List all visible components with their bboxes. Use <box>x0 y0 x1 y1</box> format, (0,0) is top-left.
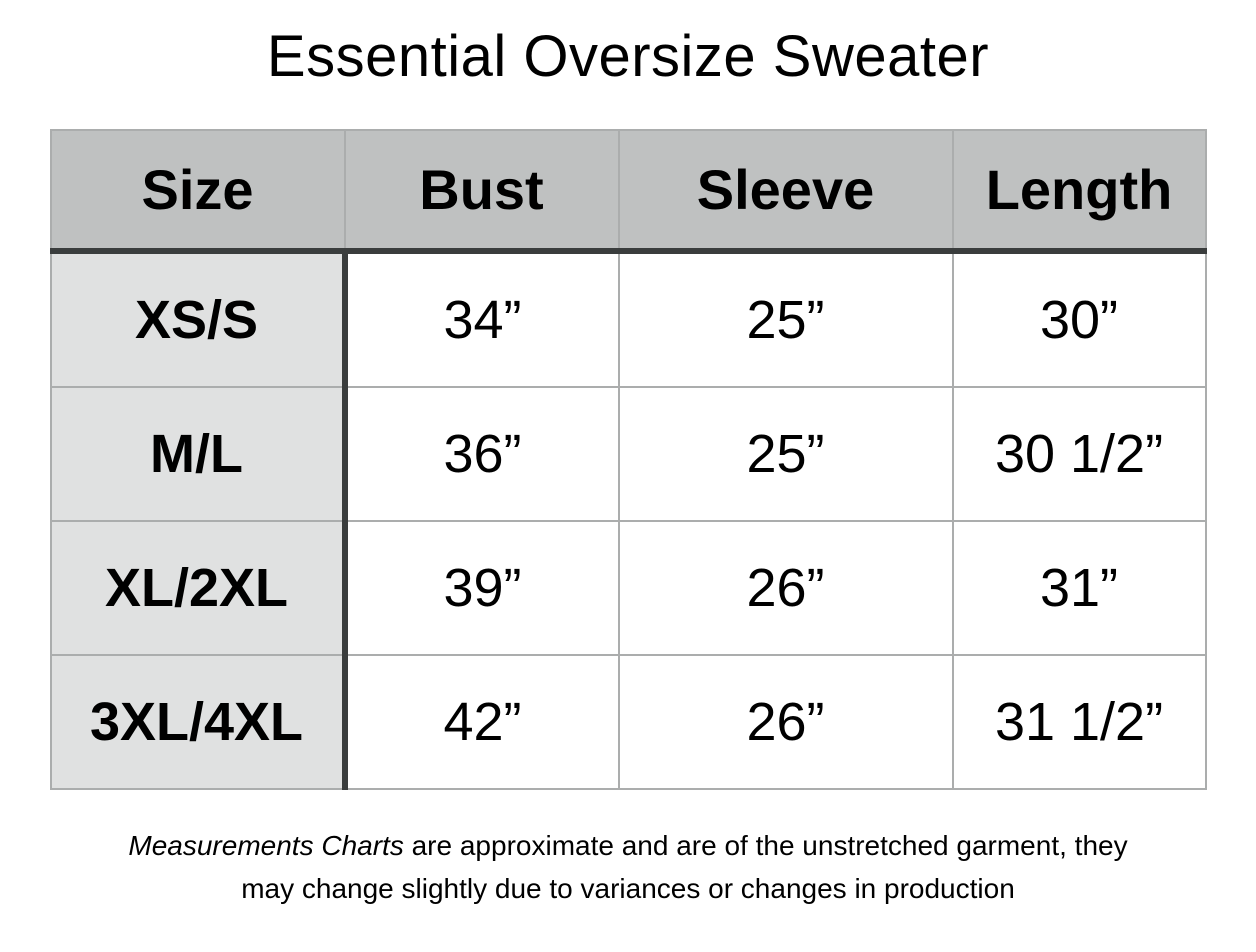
bust-cell: 39” <box>343 519 620 656</box>
table-row: XS/S 34” 25” 30” <box>49 249 1207 388</box>
bust-cell: 34” <box>343 249 620 388</box>
length-cell: 30” <box>951 249 1207 388</box>
length-cell: 31 1/2” <box>951 653 1207 790</box>
size-cell: 3XL/4XL <box>49 653 348 790</box>
size-cell: M/L <box>49 385 348 522</box>
header-cell-sleeve: Sleeve <box>617 128 954 254</box>
sleeve-cell: 26” <box>617 519 954 656</box>
sleeve-cell: 25” <box>617 385 954 522</box>
header-cell-bust: Bust <box>343 128 620 254</box>
table-row: 3XL/4XL 42” 26” 31 1/2” <box>49 653 1207 790</box>
header-cell-size: Size <box>49 128 346 254</box>
length-cell: 30 1/2” <box>951 385 1207 522</box>
table-header-row: Size Bust Sleeve Length <box>49 128 1207 254</box>
size-cell: XS/S <box>49 249 348 388</box>
sleeve-cell: 26” <box>617 653 954 790</box>
sleeve-cell: 25” <box>617 249 954 388</box>
length-cell: 31” <box>951 519 1207 656</box>
size-chart-table: Size Bust Sleeve Length XS/S 34” 25” 30”… <box>49 128 1207 790</box>
disclaimer-line1: are approximate and are of the unstretch… <box>403 829 1128 861</box>
disclaimer-italic-lead: Measurements Charts <box>128 829 404 861</box>
measurement-disclaimer: Measurements Charts are approximate and … <box>63 824 1193 911</box>
size-cell: XL/2XL <box>49 519 348 656</box>
disclaimer-line2: may change slightly due to variances or … <box>241 873 1015 905</box>
header-cell-length: Length <box>951 128 1207 254</box>
bust-cell: 42” <box>343 653 620 790</box>
page-title: Essential Oversize Sweater <box>266 24 990 89</box>
table-row: M/L 36” 25” 30 1/2” <box>49 385 1207 522</box>
table-row: XL/2XL 39” 26” 31” <box>49 519 1207 656</box>
bust-cell: 36” <box>343 385 620 522</box>
